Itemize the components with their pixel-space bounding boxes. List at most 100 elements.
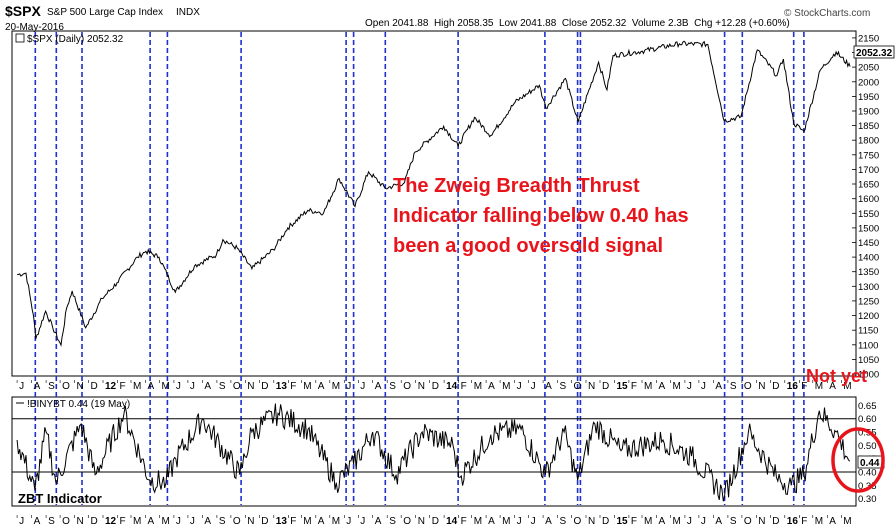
indicator-x-tick-label: D [261, 516, 268, 527]
price-y-tick-label: 2050 [858, 63, 879, 74]
indicator-x-tick-label: J [19, 516, 24, 527]
price-x-tick-label: J [190, 381, 195, 392]
price-x-tick-label: M [815, 381, 823, 392]
indicator-x-tick-label: S [48, 516, 55, 527]
price-x-tick-label: A [204, 381, 211, 392]
indicator-x-tick-label: J [360, 516, 365, 527]
indicator-x-tick-label: M [502, 516, 510, 527]
price-x-tick-label: 12 [105, 381, 117, 392]
price-x-tick-label: S [48, 381, 55, 392]
price-y-tick-label: 1600 [858, 194, 879, 205]
indicator-last-value: 0.44 [860, 458, 880, 469]
indicator-x-tick-label: J [190, 516, 195, 527]
header-name: S&P 500 Large Cap Index [47, 7, 163, 18]
price-x-tick-label: M [303, 381, 311, 392]
price-x-tick-label: J [531, 381, 536, 392]
price-y-tick-label: 1000 [858, 370, 879, 381]
price-x-tick-label: J [19, 381, 24, 392]
price-x-tick-label: O [744, 381, 752, 392]
indicator-x-tick-label: 13 [276, 516, 288, 527]
indicator-x-tick-label: 15 [617, 516, 629, 527]
indicator-x-tick-label: A [829, 516, 836, 527]
price-last-value: 2052.32 [856, 48, 893, 59]
indicator-x-tick-label: M [815, 516, 823, 527]
price-x-tick-label: F [461, 381, 467, 392]
price-x-tick-label: A [318, 381, 325, 392]
indicator-y-tick-label: 0.65 [858, 401, 877, 412]
indicator-x-tick-label: M [332, 516, 340, 527]
indicator-x-tick-label: M [673, 516, 681, 527]
indicator-x-tick-label: N [758, 516, 765, 527]
indicator-x-tick-label: A [318, 516, 325, 527]
price-x-tick-label: N [758, 381, 765, 392]
indicator-x-tick-label: F [120, 516, 126, 527]
price-x-tick-label: M [133, 381, 141, 392]
indicator-x-tick-label: D [91, 516, 98, 527]
price-x-tick-label: A [34, 381, 41, 392]
indicator-x-tick-label: F [290, 516, 296, 527]
indicator-x-tick-label: N [77, 516, 84, 527]
price-x-tick-label: N [247, 381, 254, 392]
indicator-x-tick-label: J [687, 516, 692, 527]
price-x-tick-label: D [91, 381, 98, 392]
indicator-x-tick-label: N [418, 516, 425, 527]
price-y-tick-label: 2150 [858, 33, 879, 44]
price-y-tick-label: 1650 [858, 180, 879, 191]
signal-lines-group [34, 32, 805, 505]
indicator-x-tick-label: D [772, 516, 779, 527]
price-series-group [17, 40, 851, 347]
indicator-x-tick-label: D [602, 516, 609, 527]
price-x-tick-label: A [545, 381, 552, 392]
price-y-tick-label: 1900 [858, 107, 879, 118]
price-x-tick-label: J [360, 381, 365, 392]
indicator-x-tick-label: O [403, 516, 411, 527]
price-y-tick-label: 1450 [858, 238, 879, 249]
price-x-tick-label: J [346, 381, 351, 392]
indicator-y-tick-label: 0.50 [858, 441, 877, 452]
indicator-x-tick-label: S [560, 516, 567, 527]
price-y-tick-label: 1750 [858, 150, 879, 161]
indicator-x-tick-label: S [389, 516, 396, 527]
header-exchange: INDX [176, 7, 200, 18]
price-x-tick-label: M [474, 381, 482, 392]
price-x-tick-label: A [375, 381, 382, 392]
price-x-tick-label: S [730, 381, 737, 392]
price-x-tick-label: F [801, 381, 807, 392]
indicator-x-tick-label: J [176, 516, 181, 527]
indicator-x-tick-label: M [474, 516, 482, 527]
annotation-line-1: The Zweig Breadth Thrust [393, 175, 640, 197]
indicator-y-tick-label: 0.40 [858, 468, 877, 479]
copyright-text[interactable]: © StockCharts.com [784, 8, 870, 19]
indicator-x-tick-label: J [517, 516, 522, 527]
annotation-line-3: been a good oversold signal [393, 235, 663, 257]
price-y-tick-label: 1500 [858, 223, 879, 234]
indicator-x-tick-label: A [34, 516, 41, 527]
indicator-x-tick-label: N [247, 516, 254, 527]
indicator-x-tick-label: M [133, 516, 141, 527]
price-x-tick-label: N [588, 381, 595, 392]
indicator-x-tick-label: A [715, 516, 722, 527]
indicator-x-tick-label: 12 [105, 516, 117, 527]
price-x-tick-label: D [261, 381, 268, 392]
price-x-tick-label: J [701, 381, 706, 392]
indicator-series-group [16, 403, 851, 502]
indicator-x-axis: J A S O N D 12 F M A M J J A S O N D 13 F M A M J J A S O N D 14 F M A M J J… [16, 515, 852, 527]
price-x-tick-label: D [432, 381, 439, 392]
price-x-tick-label: N [77, 381, 84, 392]
price-x-tick-label: M [502, 381, 510, 392]
not-yet-label: Not yet [806, 366, 867, 386]
indicator-x-tick-label: M [843, 516, 851, 527]
price-x-tick-label: M [332, 381, 340, 392]
indicator-x-tick-label: A [204, 516, 211, 527]
price-x-tick-label: F [290, 381, 296, 392]
price-x-tick-label: M [162, 381, 170, 392]
price-y-tick-label: 1850 [858, 121, 879, 132]
indicator-x-tick-label: O [233, 516, 241, 527]
price-y-tick-label: 1400 [858, 253, 879, 264]
legend-toggle-icon[interactable] [15, 33, 25, 43]
price-x-tick-label: O [62, 381, 70, 392]
indicator-y-tick-label: 0.30 [858, 494, 877, 505]
price-x-tick-label: F [120, 381, 126, 392]
indicator-x-tick-label: S [219, 516, 226, 527]
price-x-tick-label: O [233, 381, 241, 392]
